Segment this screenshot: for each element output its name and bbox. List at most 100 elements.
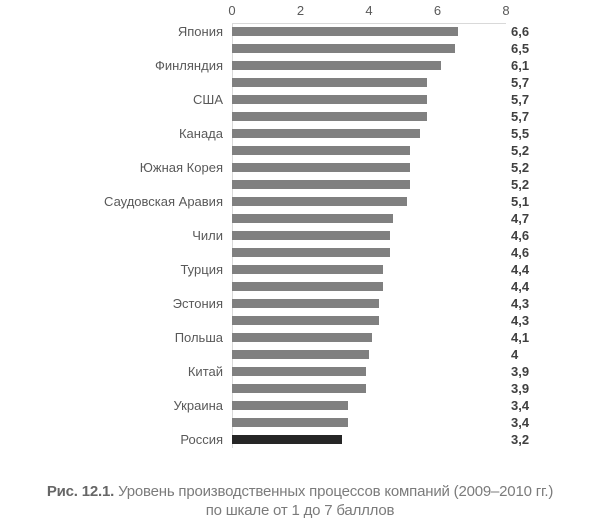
bar-track <box>232 57 506 74</box>
x-axis-tick: 0 <box>228 3 236 18</box>
bar-track <box>232 74 506 91</box>
bar <box>232 112 428 121</box>
bar-row: 5,2 <box>0 142 600 159</box>
caption-line-1: Рис. 12.1. Уровень производственных проц… <box>0 482 600 501</box>
country-label: Канада <box>178 126 223 141</box>
bar-row: 4,4 <box>0 278 600 295</box>
bar-value-label: 5,7 <box>511 75 530 90</box>
bar <box>232 299 380 308</box>
bar <box>232 384 366 393</box>
bar-row: Япония 6,6 <box>0 23 600 40</box>
bar <box>232 367 366 376</box>
x-axis-tick: 6 <box>433 3 442 18</box>
bar-track <box>232 329 506 346</box>
bar-track <box>232 91 506 108</box>
bar <box>232 333 373 342</box>
figure-caption: Рис. 12.1. Уровень производственных проц… <box>0 482 600 520</box>
bar-track <box>232 23 506 40</box>
x-axis: 0 2 4 6 8 <box>228 3 510 19</box>
country-label: Турция <box>180 262 223 277</box>
country-label: Чили <box>192 228 223 243</box>
bar-value-label: 4,4 <box>511 279 530 294</box>
bar-value-label: 5,7 <box>511 92 530 107</box>
bar-track <box>232 397 506 414</box>
bar-value-label: 3,9 <box>511 381 530 396</box>
bar <box>232 418 349 427</box>
country-label: Польша <box>174 330 223 345</box>
bar-row: Саудовская Аравия 5,1 <box>0 193 600 210</box>
bar-row: Китай 3,9 <box>0 363 600 380</box>
bar-row: 4,6 <box>0 244 600 261</box>
bar-track <box>232 431 506 448</box>
bar-value-label: 3,4 <box>511 415 530 430</box>
country-label: Россия <box>180 432 223 447</box>
bar <box>232 316 380 325</box>
bar-row: 5,2 <box>0 176 600 193</box>
x-axis-tick: 4 <box>365 3 373 18</box>
country-label: Китай <box>187 364 223 379</box>
bar-value-label: 5,2 <box>511 143 530 158</box>
bar <box>232 197 407 206</box>
bar-value-label: 6,6 <box>511 24 530 39</box>
bar <box>232 129 421 138</box>
bar-value-label: 4,7 <box>511 211 530 226</box>
bar-row: Польша 4,1 <box>0 329 600 346</box>
bar-value-label: 4,4 <box>511 262 530 277</box>
bar-row: Финляндия 6,1 <box>0 57 600 74</box>
bar-value-label: 5,5 <box>511 126 530 141</box>
bar <box>232 265 383 274</box>
bar <box>232 95 428 104</box>
bar-row: 6,5 <box>0 40 600 57</box>
bar-value-label: 4,3 <box>511 313 530 328</box>
bar-value-label: 5,7 <box>511 109 530 124</box>
bar-value-label: 3,4 <box>511 398 530 413</box>
country-label: Эстония <box>172 296 223 311</box>
bar-row: Украина 3,4 <box>0 397 600 414</box>
bar-track <box>232 125 506 142</box>
bar-track <box>232 295 506 312</box>
bar-row: 4 <box>0 346 600 363</box>
caption-text: Уровень производственных процессов компа… <box>118 483 554 500</box>
bar-track <box>232 312 506 329</box>
bar <box>232 231 390 240</box>
bar-highlighted <box>232 435 342 444</box>
bar-track <box>232 108 506 125</box>
bar-track <box>232 159 506 176</box>
x-axis-tick: 2 <box>296 3 305 18</box>
bar-value-label: 4 <box>511 347 519 362</box>
country-label: Саудовская Аравия <box>104 194 223 209</box>
bar-row: 4,3 <box>0 312 600 329</box>
bar <box>232 146 411 155</box>
bar-row: Турция 4,4 <box>0 261 600 278</box>
country-label: Украина <box>173 398 224 413</box>
bar <box>232 163 411 172</box>
bar-value-label: 3,9 <box>511 364 530 379</box>
country-label: Финляндия <box>154 58 223 73</box>
bar-row: 3,4 <box>0 414 600 431</box>
bar-track <box>232 176 506 193</box>
bar-row: 3,9 <box>0 380 600 397</box>
bar-row: США 5,7 <box>0 91 600 108</box>
bar-row: Россия 3,2 <box>0 431 600 448</box>
bar-track <box>232 363 506 380</box>
bar-value-label: 4,1 <box>511 330 530 345</box>
bar-row: Южная Корея 5,2 <box>0 159 600 176</box>
bar-row: Канада 5,5 <box>0 125 600 142</box>
bar-track <box>232 278 506 295</box>
bar-value-label: 5,2 <box>511 177 530 192</box>
bar-row: 5,7 <box>0 108 600 125</box>
bar-track <box>232 244 506 261</box>
caption-line-2: по шкале от 1 до 7 балллов <box>205 502 395 519</box>
bar <box>232 248 390 257</box>
country-label: Южная Корея <box>139 160 223 175</box>
bar <box>232 401 349 410</box>
country-label: США <box>193 92 223 107</box>
bar <box>232 180 411 189</box>
bar-track <box>232 40 506 57</box>
x-axis-tick: 8 <box>502 3 510 18</box>
bar-track <box>232 210 506 227</box>
bar-chart: 0 2 4 6 8 Япония 6,6 6,5 Финляндия 6,1 5,7 США 5,7 5… <box>0 3 600 448</box>
bar <box>232 350 369 359</box>
bar-value-label: 4,6 <box>511 228 530 243</box>
